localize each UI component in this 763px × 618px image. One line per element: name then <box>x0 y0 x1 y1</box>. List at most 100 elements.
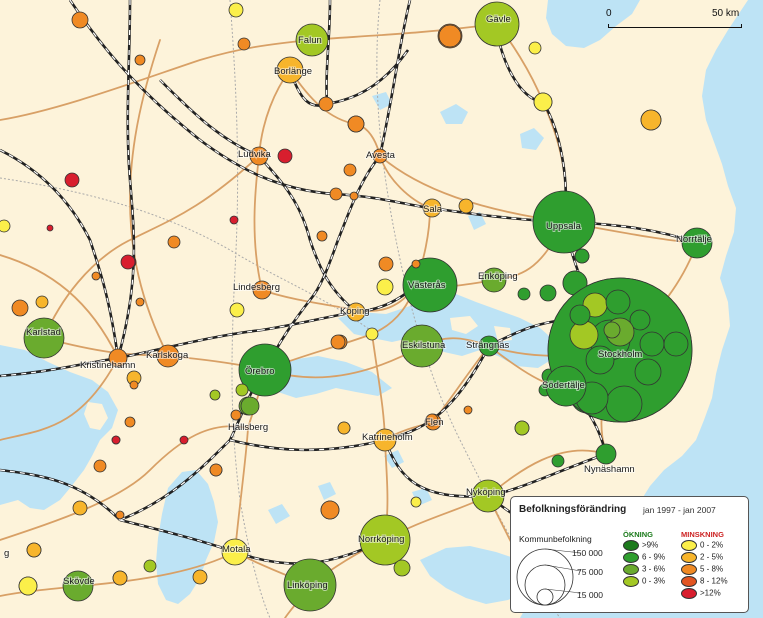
municipality-circle <box>229 215 239 225</box>
municipality-circle-small <box>337 421 351 435</box>
scale-max-label: 50 km <box>712 8 740 19</box>
stockholm-cluster-circle <box>605 289 631 315</box>
baltic-archipelago <box>644 296 710 470</box>
city-label: Kristinehamn <box>80 360 135 371</box>
municipality-circle <box>478 335 500 357</box>
baltic-sea <box>520 0 763 618</box>
municipality-circle <box>595 443 617 465</box>
municipality-circle-small <box>411 259 421 269</box>
municipality-circle-small <box>237 37 251 51</box>
municipality-circle-small <box>11 299 29 317</box>
municipality-circle <box>532 190 596 254</box>
municipality-circle-small <box>230 409 242 421</box>
municipality-circle-small <box>316 230 328 242</box>
legend-decrease-row: 8 - 12% <box>681 576 728 587</box>
gavlebukten <box>546 0 640 48</box>
legend-period: jan 1997 - jan 2007 <box>643 505 716 515</box>
municipality-circle-small <box>209 463 223 477</box>
legend-increase-row: 3 - 6% <box>623 564 665 575</box>
municipality-circle-small <box>192 569 208 585</box>
city-label: Gävle <box>486 14 511 25</box>
municipality-circle-small <box>438 24 462 48</box>
municipality-circle <box>376 278 394 296</box>
municipality-circle <box>359 514 411 566</box>
municipality-circle <box>23 317 65 359</box>
city-label: Skövde <box>63 576 95 587</box>
stockholm-cluster-circle <box>545 365 587 407</box>
municipality-circle-small <box>458 198 474 214</box>
municipality-circle-small <box>134 54 146 66</box>
municipality-circle-small <box>514 420 530 436</box>
municipality-circle-small <box>71 11 89 29</box>
municipality-circle-small <box>365 327 379 341</box>
municipality-circle-small <box>111 435 121 445</box>
municipality-circle <box>221 538 249 566</box>
city-label: Västerås <box>408 280 446 291</box>
legend-increase-row: 6 - 9% <box>623 552 665 563</box>
municipality-circle-small <box>179 435 189 445</box>
city-label: Norrköping <box>358 534 404 545</box>
municipality-circle-small <box>209 389 221 401</box>
population-value-15000: 15 000 <box>577 590 603 600</box>
legend-decrease-row: 0 - 2% <box>681 540 723 551</box>
municipality-circle <box>283 558 337 612</box>
municipality-circle-small <box>240 396 260 416</box>
city-label: Linköping <box>287 580 328 591</box>
municipality-circle-small <box>18 576 38 596</box>
municipality-circle-small <box>551 454 565 468</box>
city-label: Ludvika <box>238 149 271 160</box>
municipality-circle-small <box>112 570 128 586</box>
city-label: Eskilstuna <box>402 340 446 351</box>
population-size-circles <box>516 548 582 606</box>
legend-decrease-label: 8 - 12% <box>700 576 728 586</box>
municipality-circle-small <box>347 115 365 133</box>
population-title: Kommunbefolkning <box>519 534 592 544</box>
stockholm-cluster-circle <box>569 304 591 326</box>
swatch-increase <box>623 540 639 551</box>
lake-vanern-inner <box>84 402 108 430</box>
municipality-circle-small <box>235 383 249 397</box>
city-label: Katrineholm <box>362 432 413 443</box>
municipality-circle <box>474 1 520 47</box>
municipality-circle <box>252 280 272 300</box>
city-label: Flen <box>425 417 443 428</box>
legend-increase-label: 3 - 6% <box>642 564 666 574</box>
city-label: Stockholm <box>598 349 642 360</box>
city-label: Uppsala <box>546 221 582 232</box>
legend-decrease-label: 5 - 8% <box>700 564 724 574</box>
municipality-circle <box>64 172 80 188</box>
municipality-circle-small <box>574 248 590 264</box>
swatch-decrease <box>681 588 697 599</box>
municipality-circle <box>402 257 458 313</box>
municipality-circle-small <box>640 109 662 131</box>
municipality-circle-small <box>378 256 394 272</box>
legend-increase-label: >9% <box>642 540 659 550</box>
municipality-circle <box>249 146 269 166</box>
municipality-circle <box>681 227 713 259</box>
legend-box: Befolkningsförändring jan 1997 - jan 200… <box>510 496 749 613</box>
municipality-circle <box>373 428 397 452</box>
municipality-circle-small <box>35 295 49 309</box>
municipality-circle-small <box>539 284 557 302</box>
city-label: Hallsberg <box>228 422 268 433</box>
municipality-circle-small <box>228 2 244 18</box>
municipality-circle-small <box>277 148 293 164</box>
stockholm-cluster-circle <box>663 331 689 357</box>
city-label: Nynäshamn <box>584 464 635 475</box>
municipality-circle <box>372 148 388 164</box>
legend-decrease-row: 5 - 8% <box>681 564 723 575</box>
legend-increase-label: 0 - 3% <box>642 576 666 586</box>
city-label: Karlskoga <box>146 350 189 361</box>
municipality-circle-small <box>167 235 181 249</box>
municipality-circle-small <box>463 405 473 415</box>
municipality-circle <box>276 56 304 84</box>
municipality-circle-small <box>143 559 157 573</box>
legend-increase-row: 0 - 3% <box>623 576 665 587</box>
swatch-increase <box>623 576 639 587</box>
municipality-circle-small <box>330 334 346 350</box>
scale-zero-label: 0 <box>606 8 612 19</box>
stockholm-cluster-circle <box>585 345 615 375</box>
municipality-circle-small <box>410 496 422 508</box>
